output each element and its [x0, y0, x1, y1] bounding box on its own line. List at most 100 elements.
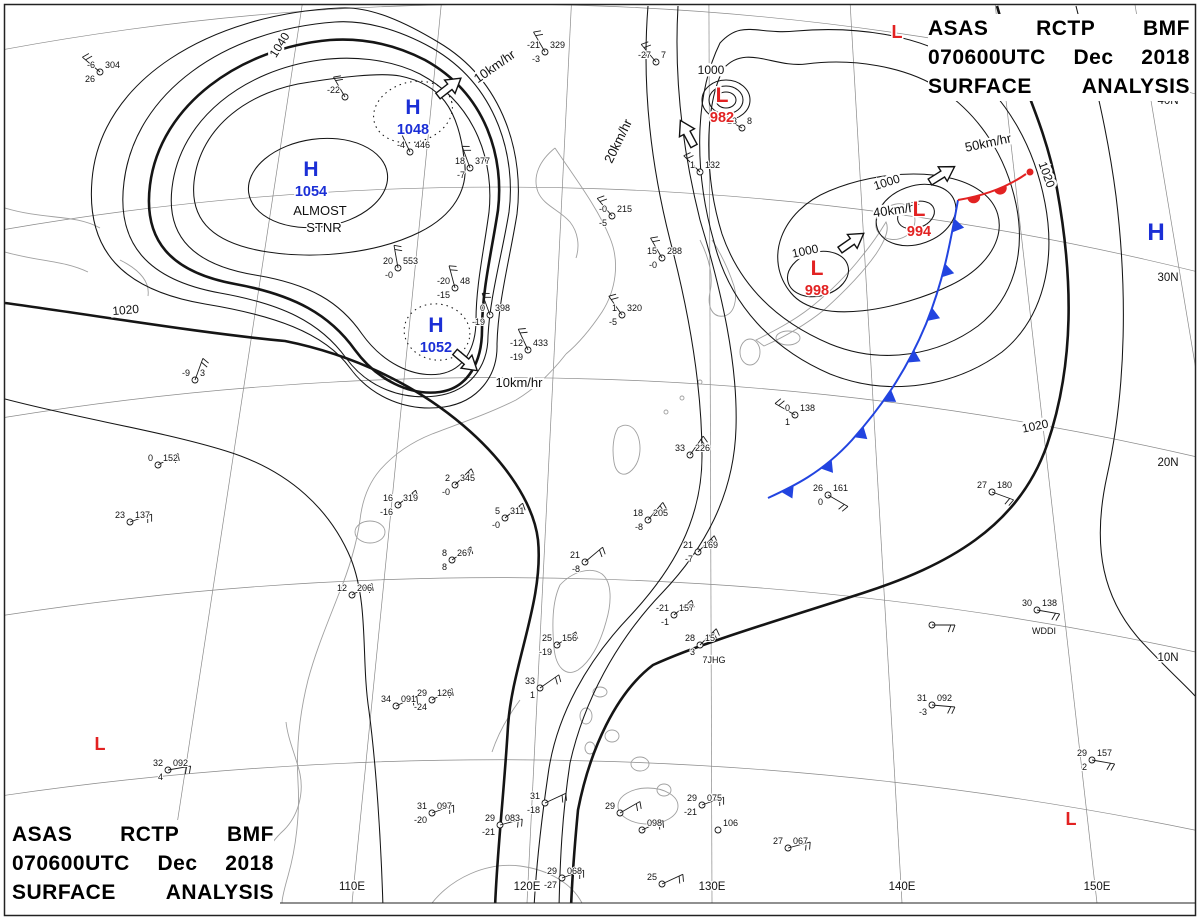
svg-text:075: 075 — [707, 793, 722, 803]
title-word: ASAS — [12, 823, 73, 846]
station-plot: 0 138 1 — [774, 398, 816, 428]
svg-text:33: 33 — [525, 676, 535, 686]
svg-text:067: 067 — [793, 836, 808, 846]
movement-arrow-icon — [451, 348, 479, 372]
station-plot: 098 — [638, 817, 664, 834]
station-plot: -20 48 -15 — [436, 265, 471, 301]
station-plot: 29 075 -21 — [683, 792, 725, 818]
svg-text:433: 433 — [533, 338, 548, 348]
svg-text:34: 34 — [381, 694, 391, 704]
svg-text:-3: -3 — [919, 707, 927, 717]
station-plot: 31-18 — [526, 790, 567, 816]
title-word: 070600UTC — [928, 46, 1046, 69]
svg-text:320: 320 — [627, 303, 642, 313]
svg-text:3: 3 — [200, 368, 205, 378]
svg-text:0: 0 — [818, 497, 823, 507]
station-plot: 0 398 -19 — [471, 292, 511, 328]
pressure-center-low: L — [892, 22, 903, 42]
title-word: 2018 — [225, 852, 274, 875]
svg-text:29: 29 — [417, 688, 427, 698]
station-plot: 25 — [646, 871, 684, 888]
station-plot: -21 329 -3 — [526, 30, 566, 65]
station-plot: -6 304 26 — [82, 53, 121, 85]
svg-text:-27: -27 — [638, 50, 651, 60]
svg-text:25: 25 — [542, 633, 552, 643]
station-plot: 21-8 — [569, 546, 606, 575]
svg-text:226: 226 — [695, 443, 710, 453]
svg-text:20km/hr: 20km/hr — [601, 116, 635, 165]
svg-text:-5: -5 — [599, 218, 607, 228]
svg-text:-9: -9 — [182, 368, 190, 378]
svg-text:16: 16 — [383, 493, 393, 503]
coastline-layer — [5, 147, 916, 903]
svg-text:311: 311 — [510, 506, 524, 516]
svg-text:26: 26 — [813, 483, 823, 493]
svg-text:18: 18 — [455, 156, 465, 166]
svg-text:-0: -0 — [442, 487, 450, 497]
station-plot — [928, 621, 956, 633]
svg-text:206: 206 — [357, 583, 372, 593]
station-plot: 8 267 8 — [441, 546, 474, 573]
station-plot: -21 157 -1 — [655, 599, 695, 628]
station-plot: 33 226 — [674, 435, 711, 459]
svg-text:-0: -0 — [385, 270, 393, 280]
svg-text:1020: 1020 — [112, 302, 140, 318]
isobar — [715, 91, 737, 109]
svg-text:267: 267 — [457, 548, 472, 558]
isobar — [373, 80, 453, 144]
svg-text:-7: -7 — [457, 170, 465, 180]
svg-text:0: 0 — [785, 403, 790, 413]
svg-text:26: 26 — [85, 74, 95, 84]
svg-text:068: 068 — [567, 866, 582, 876]
title-line-1: ASAS RCTP BMF — [928, 14, 1190, 43]
svg-text:27: 27 — [773, 836, 783, 846]
title-word: 2018 — [1141, 46, 1190, 69]
svg-text:-3: -3 — [532, 54, 540, 64]
svg-text:29: 29 — [547, 866, 557, 876]
title-line-3: SURFACE ANALYSIS — [12, 878, 274, 907]
station-plot: 31 097 -20 — [413, 800, 455, 826]
svg-text:137: 137 — [135, 510, 150, 520]
svg-text:-7: -7 — [685, 554, 693, 564]
station-plot: 18 205 -8 — [632, 502, 669, 533]
station-plot: 29 126 -24 — [413, 687, 454, 713]
svg-text:48: 48 — [460, 276, 470, 286]
title-line-1: ASAS RCTP BMF — [12, 820, 274, 849]
isobar — [708, 56, 1020, 356]
isobar — [5, 398, 384, 903]
station-plot: 18 377 -7 — [454, 145, 491, 181]
svg-text:15: 15 — [647, 246, 657, 256]
svg-text:-18: -18 — [527, 805, 540, 815]
svg-text:15: 15 — [705, 633, 715, 643]
svg-text:WDDI: WDDI — [1032, 626, 1056, 636]
svg-text:288: 288 — [667, 246, 682, 256]
svg-text:398: 398 — [495, 303, 510, 313]
movement-arrow-icon — [434, 77, 462, 100]
station-plot: 29 068 -27 — [543, 865, 585, 891]
svg-text:21: 21 — [570, 550, 580, 560]
svg-text:091: 091 — [401, 694, 416, 704]
station-plot: 2 345 -0 — [441, 468, 476, 498]
svg-text:1: 1 — [612, 303, 617, 313]
title-word: Dec — [1073, 46, 1114, 69]
svg-text:32: 32 — [153, 758, 163, 768]
title-word: SURFACE — [928, 75, 1032, 98]
svg-text:-21: -21 — [482, 827, 495, 837]
svg-text:157: 157 — [679, 603, 694, 613]
svg-text:319: 319 — [403, 493, 418, 503]
cold-front — [767, 199, 959, 499]
svg-text:-27: -27 — [544, 880, 557, 890]
svg-text:-0: -0 — [599, 204, 607, 214]
isobar — [777, 173, 1000, 313]
svg-text:-13: -13 — [724, 116, 737, 126]
isobar — [403, 303, 471, 361]
svg-text:3: 3 — [690, 647, 695, 657]
svg-text:-19: -19 — [539, 647, 552, 657]
svg-text:1000: 1000 — [872, 171, 902, 193]
svg-text:0: 0 — [480, 303, 485, 313]
svg-text:21: 21 — [683, 540, 693, 550]
svg-text:5: 5 — [495, 506, 500, 516]
